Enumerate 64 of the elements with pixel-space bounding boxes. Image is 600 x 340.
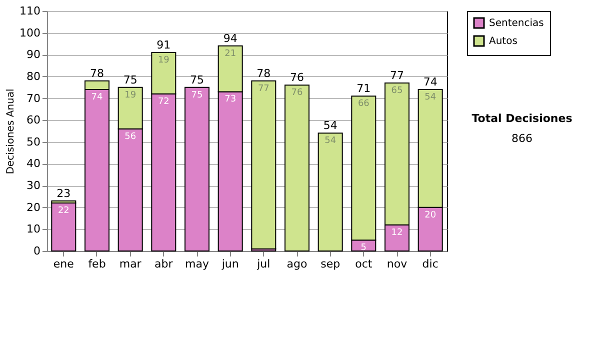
total-label: 71 [356,82,371,96]
data-label: 12 [391,228,403,238]
x-tick-label: jun [220,258,239,270]
total-label: 91 [156,38,171,52]
data-label: 54 [424,92,436,103]
y-tick-label: 90 [26,48,40,62]
y-tick-label: 0 [34,244,40,258]
x-tick-label: ene [53,258,74,270]
bar [318,132,343,252]
y-tick-label: 110 [20,4,40,18]
data-label: 77 [258,84,270,94]
x-tick-label: abr [154,258,174,270]
text: Total Decisiones [472,112,573,125]
data-label: 73 [224,94,236,105]
total-label: 77 [390,69,404,82]
x-tick-label: feb [88,258,106,270]
bar [184,86,210,252]
y-tick-label: 100 [20,26,40,40]
data-label: 19 [124,90,136,100]
data-label: 72 [158,96,170,107]
y-axis-title: Decisiones Anual [6,88,17,174]
data-label: 56 [124,132,136,142]
x-tick-label: nov [386,258,408,270]
bar [284,84,310,252]
total-label: 94 [223,32,238,45]
data-label: 20 [424,210,436,220]
total-label: 78 [90,66,104,80]
data-label: 65 [391,86,403,96]
data-label: 75 [191,90,203,100]
y-tick-label: 80 [26,70,40,83]
data-label: 66 [358,99,370,110]
bar [251,80,276,250]
total-label: 78 [256,66,271,80]
x-tick-label: ago [286,258,308,270]
y-tick-label: 70 [26,92,40,105]
data-label: 54 [324,136,336,146]
total-label: 75 [123,73,138,86]
total-label: 23 [56,186,71,200]
data-label: 76 [291,88,303,98]
x-tick-label: jul [256,258,270,270]
x-tick-label: dic [422,258,438,270]
total-label: 74 [423,76,438,89]
x-tick-label: oct [355,258,373,270]
data-label: 22 [58,206,70,216]
x-tick-label: mar [119,258,142,270]
y-tick-label: 60 [26,114,40,127]
legend-label: Autos [489,36,518,47]
y-tick-label: 40 [26,157,40,170]
data-label: 19 [158,55,170,66]
y-tick-label: 10 [26,222,40,236]
x-tick-label: may [185,258,210,270]
total-label: 76 [290,71,304,84]
total-label: 75 [190,73,204,86]
text: 866 [512,132,532,145]
legend-label: Sentencias [489,18,544,29]
bar [51,202,76,252]
y-tick-label: 20 [26,200,40,214]
total-label: 54 [323,119,338,132]
y-tick-label: 30 [26,179,40,192]
data-label: 5 [360,243,367,254]
y-tick-label: 50 [26,135,40,148]
data-label: 21 [224,48,236,59]
data-label: 74 [91,92,103,103]
x-tick-label: sep [320,258,340,270]
